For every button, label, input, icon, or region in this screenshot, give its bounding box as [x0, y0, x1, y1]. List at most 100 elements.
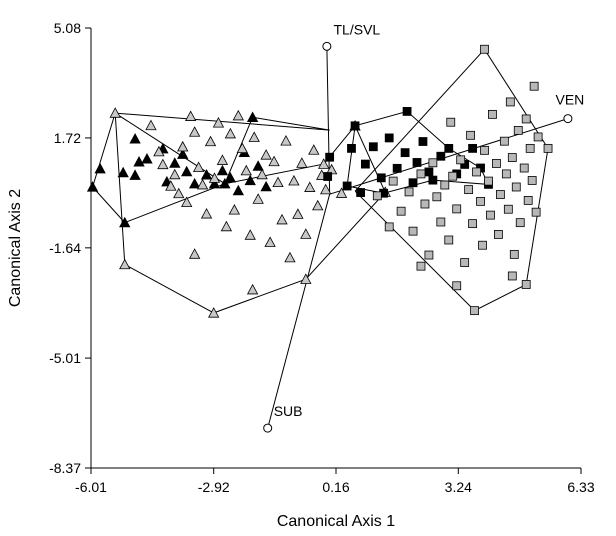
square-point — [428, 175, 438, 185]
triangle-point — [204, 135, 217, 147]
vector-endpoint — [263, 423, 273, 433]
triangle-point — [260, 149, 272, 160]
triangle-point — [268, 155, 280, 167]
y-axis-title: Canonical Axis 2 — [7, 189, 24, 307]
square-point — [392, 163, 402, 173]
triangle-point — [264, 236, 276, 247]
triangle-point — [244, 174, 256, 186]
triangle-point — [188, 126, 201, 137]
square-point — [368, 142, 378, 152]
square-point — [416, 261, 426, 271]
square-point — [446, 117, 456, 127]
square-point — [519, 163, 529, 173]
square-point — [464, 185, 474, 195]
triangle-point — [304, 181, 316, 192]
triangle-point — [129, 169, 141, 180]
data-points — [86, 44, 553, 318]
triangle-point — [246, 111, 259, 122]
triangle-point — [188, 177, 201, 189]
square-point — [444, 235, 454, 245]
vector-label: VEN — [555, 92, 584, 108]
square-point — [350, 121, 360, 131]
triangle-point — [300, 228, 312, 239]
square-point — [325, 152, 335, 162]
triangle-point — [318, 158, 330, 169]
triangle-point — [181, 165, 193, 177]
triangle-point — [208, 307, 220, 318]
square-point — [503, 204, 513, 214]
square-point — [448, 171, 458, 181]
triangle-point — [300, 273, 312, 284]
triangle-point — [236, 142, 248, 154]
x-axis-title: Canonical Axis 1 — [277, 513, 395, 530]
square-point — [356, 188, 366, 197]
triangle-point — [119, 258, 131, 270]
square-point — [472, 167, 481, 177]
triangle-point — [200, 207, 213, 219]
square-point — [478, 240, 487, 250]
square-point — [492, 159, 501, 168]
y-tick-label: 1.72 — [54, 130, 81, 146]
vector-label: TL/SVL — [334, 21, 381, 37]
square-point — [408, 178, 418, 188]
square-point — [507, 153, 517, 162]
square-point — [494, 230, 503, 239]
square-point — [505, 97, 515, 107]
triangle-point — [296, 157, 308, 168]
square-point — [470, 306, 479, 316]
triangle-point — [181, 196, 193, 208]
triangle-point — [232, 184, 244, 196]
triangle-point — [129, 133, 141, 144]
group-hull — [114, 112, 386, 314]
triangle-point — [216, 164, 229, 176]
triangle-point — [216, 154, 229, 165]
triangle-point — [276, 213, 288, 225]
axes — [90, 28, 581, 469]
biplot-vectors: TL/SVL VEN SUB — [263, 21, 584, 433]
triangle-point — [133, 155, 145, 167]
square-point — [460, 258, 470, 267]
square-point — [529, 81, 539, 91]
square-point — [468, 143, 477, 153]
square-point — [509, 249, 519, 259]
square-point — [408, 226, 418, 236]
triangle-point — [208, 177, 221, 189]
triangle-point — [335, 187, 348, 198]
x-tick-label: 3.24 — [445, 479, 472, 495]
square-point — [452, 281, 462, 291]
triangle-point — [145, 119, 157, 131]
x-tick-label: -6.01 — [75, 479, 107, 495]
triangle-point — [169, 168, 181, 180]
vector-endpoint — [322, 41, 332, 51]
triangle-point — [312, 199, 324, 211]
triangle-point — [260, 180, 272, 192]
triangle-point — [157, 158, 169, 170]
square-point — [525, 143, 535, 153]
y-tick-label: -1.64 — [49, 240, 81, 256]
square-point — [388, 176, 398, 186]
square-point — [488, 109, 497, 119]
triangle-point — [219, 177, 231, 189]
triangle-point — [192, 161, 205, 173]
square-point — [507, 271, 517, 281]
square-point — [347, 143, 356, 153]
square-point — [404, 187, 414, 197]
triangle-point — [240, 164, 252, 176]
square-point — [412, 158, 422, 167]
vector-label: SUB — [274, 403, 303, 419]
vector-endpoint — [563, 114, 573, 124]
triangle-point — [228, 204, 241, 215]
triangle-point — [272, 176, 284, 188]
triangle-point — [308, 144, 320, 155]
triangle-point — [256, 168, 268, 180]
square-point — [360, 159, 370, 169]
square-point — [521, 280, 531, 289]
square-point — [432, 192, 442, 202]
triangle-point — [208, 172, 221, 183]
square-point — [384, 133, 394, 143]
square-point — [486, 210, 495, 220]
square-point — [499, 136, 509, 146]
triangle-point — [184, 110, 197, 121]
square-point — [511, 182, 521, 192]
